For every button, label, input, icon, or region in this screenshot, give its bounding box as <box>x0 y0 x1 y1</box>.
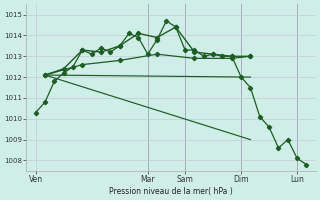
X-axis label: Pression niveau de la mer( hPa ): Pression niveau de la mer( hPa ) <box>109 187 233 196</box>
